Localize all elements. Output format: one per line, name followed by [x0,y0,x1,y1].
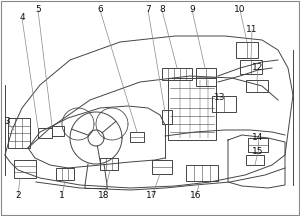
Text: 1: 1 [59,192,65,200]
Bar [52,126,64,136]
Bar [152,160,172,174]
Text: 14: 14 [252,133,264,143]
Bar [56,168,74,180]
Text: 6: 6 [97,5,103,14]
Bar [246,155,264,165]
Text: 8: 8 [159,5,165,14]
Text: 9: 9 [189,5,195,14]
Text: 18: 18 [98,192,110,200]
Text: 17: 17 [146,192,158,200]
Text: 16: 16 [190,192,202,200]
Text: 7: 7 [145,5,151,14]
Text: 5: 5 [35,5,41,14]
Bar [14,160,36,178]
Bar [162,110,172,124]
Bar [212,96,236,112]
Bar [236,42,258,58]
Bar [38,128,52,138]
Bar [162,68,192,80]
Text: 4: 4 [19,13,25,22]
Text: 3: 3 [4,118,10,127]
Text: 10: 10 [234,5,246,14]
Bar [246,80,268,92]
Bar [196,68,216,86]
Bar [186,165,218,181]
Bar [240,60,262,74]
Text: 15: 15 [252,148,264,157]
Bar [8,118,30,148]
Text: 12: 12 [252,64,264,73]
Bar [248,138,268,152]
Text: 13: 13 [214,94,226,103]
Text: 2: 2 [15,192,21,200]
Bar [168,78,216,140]
Text: 11: 11 [246,25,258,35]
Bar [130,132,144,142]
Bar [100,158,118,170]
